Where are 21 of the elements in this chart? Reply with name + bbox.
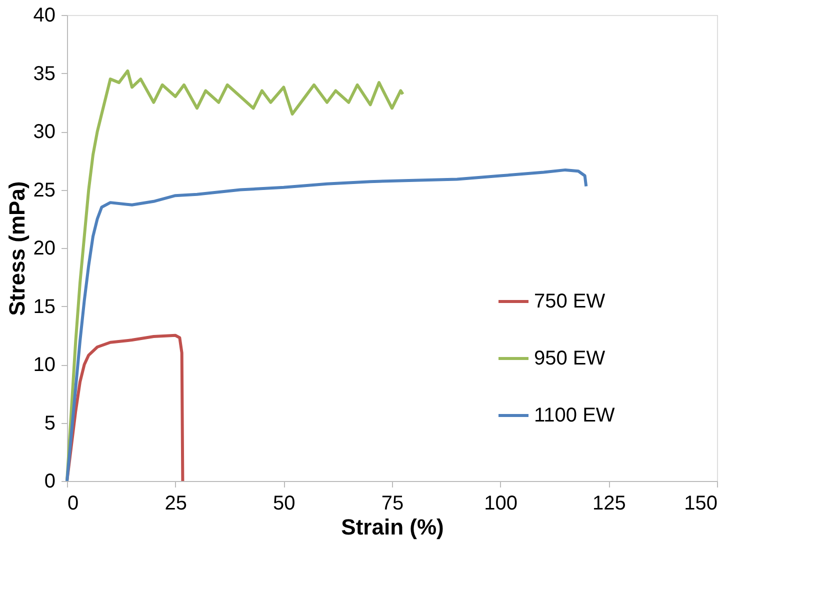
y-tick-label: 15 bbox=[33, 296, 56, 318]
y-tick-label: 40 bbox=[33, 4, 56, 26]
x-tick-label: 100 bbox=[484, 492, 518, 514]
x-tick-label: 150 bbox=[684, 492, 718, 514]
y-tick-label: 0 bbox=[44, 470, 56, 492]
x-tick-label: 125 bbox=[592, 492, 626, 514]
x-tick-label: 75 bbox=[381, 492, 404, 514]
legend-label: 750 EW bbox=[534, 290, 606, 312]
x-axis-title: Strain (%) bbox=[341, 514, 444, 540]
y-tick-label: 5 bbox=[44, 412, 56, 434]
y-tick-label: 10 bbox=[33, 354, 56, 376]
x-tick-label: 25 bbox=[164, 492, 187, 514]
y-axis-title: Stress (mPa) bbox=[4, 181, 30, 316]
legend-label: 950 EW bbox=[534, 348, 606, 370]
x-tick-label: 0 bbox=[68, 492, 79, 514]
y-tick-label: 20 bbox=[33, 238, 56, 260]
x-tick-label: 50 bbox=[273, 492, 296, 514]
legend-label: 1100 EW bbox=[534, 404, 615, 426]
y-tick-label: 35 bbox=[33, 62, 56, 85]
y-tick-label: 30 bbox=[33, 121, 56, 143]
y-tick-label: 25 bbox=[33, 179, 56, 202]
